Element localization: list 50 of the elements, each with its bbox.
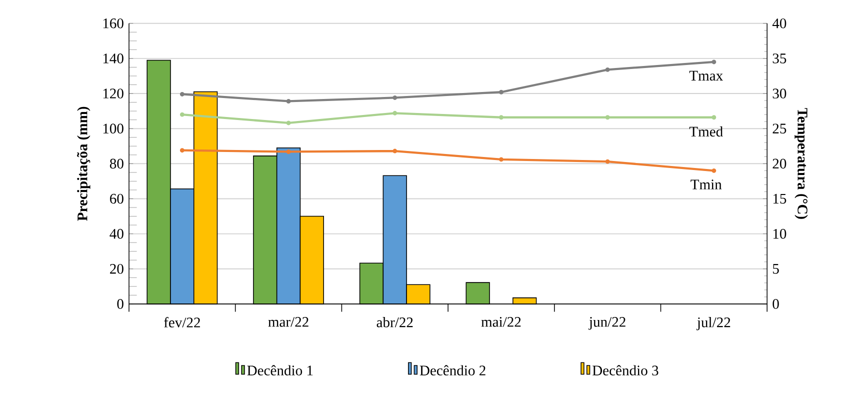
series-label: Tmed: [689, 126, 723, 137]
y-tick-label: 0: [117, 299, 124, 310]
x-tick-label: abr/22: [376, 317, 413, 328]
point: [392, 111, 398, 116]
point: [605, 115, 610, 120]
legend-label: Decêndio 2: [420, 365, 486, 376]
x-tick-label: mai/22: [481, 317, 521, 328]
point: [392, 96, 398, 100]
y2-tick-label: 30: [772, 88, 786, 99]
y2-tick-label: 5: [772, 264, 779, 274]
point: [180, 112, 184, 118]
series-label: Tmax: [689, 71, 723, 81]
point: [498, 90, 504, 95]
point: [286, 99, 291, 104]
point: [498, 157, 504, 162]
y2-tick-label: 25: [772, 124, 786, 134]
y-tick-label: 20: [110, 264, 124, 274]
point: [286, 150, 291, 154]
series-label: Tmin: [690, 180, 722, 190]
y-axis-title: Precipitaçõa (mm): [77, 107, 90, 222]
y2-tick-label: 10: [773, 229, 786, 239]
y2-tick-label: 35: [772, 54, 786, 64]
x-tick-label: fev/22: [164, 317, 200, 328]
legend-label: Decêndio 3: [592, 365, 658, 376]
y-tick-label: 140: [103, 54, 124, 64]
y2-tick-label: 20: [772, 158, 786, 169]
y-tick-label: 100: [103, 124, 124, 134]
x-tick-label: jul/22: [696, 317, 730, 330]
y-tick-label: 40: [110, 229, 124, 239]
y2-axis-title: Temperatura (°C): [794, 108, 808, 220]
x-tick-label: jun/22: [588, 317, 626, 330]
y2-tick-label: 40: [772, 18, 786, 29]
y2-tick-label: 0: [772, 299, 779, 310]
point: [712, 115, 716, 120]
point: [180, 148, 184, 153]
y-tick-label: 160: [103, 18, 124, 29]
point: [498, 115, 504, 120]
point: [712, 168, 716, 174]
point: [712, 60, 716, 64]
point: [605, 160, 610, 164]
point: [392, 149, 398, 154]
point: [286, 120, 291, 126]
x-tick-label: mar/22: [268, 317, 308, 328]
legend-label: Decêndio 1: [247, 365, 313, 376]
y-tick-label: 80: [110, 158, 124, 169]
point: [605, 68, 610, 72]
y2-tick-label: 15: [773, 194, 786, 204]
point: [180, 92, 184, 97]
y-tick-label: 120: [103, 88, 124, 99]
y-tick-label: 60: [110, 194, 124, 204]
